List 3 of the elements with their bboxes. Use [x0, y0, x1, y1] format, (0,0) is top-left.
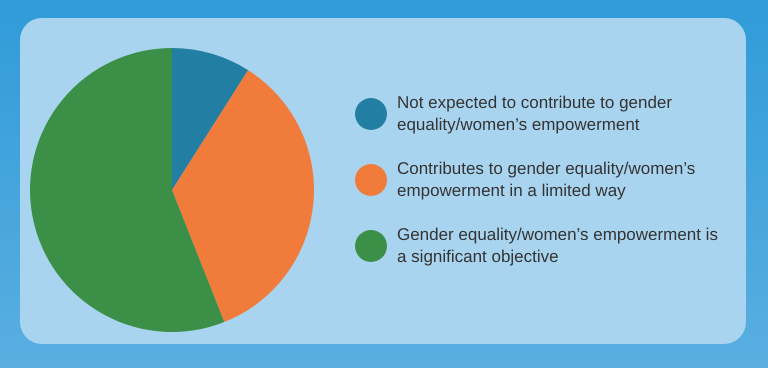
- legend-label: Not expected to contribute to gender equality/women’s empowerment: [397, 92, 674, 136]
- legend-label: Gender equality/women’s empowerment is a significant objective: [397, 224, 719, 268]
- legend-label: Contributes to gender equality/women’s empowerment in a limited way: [397, 158, 696, 202]
